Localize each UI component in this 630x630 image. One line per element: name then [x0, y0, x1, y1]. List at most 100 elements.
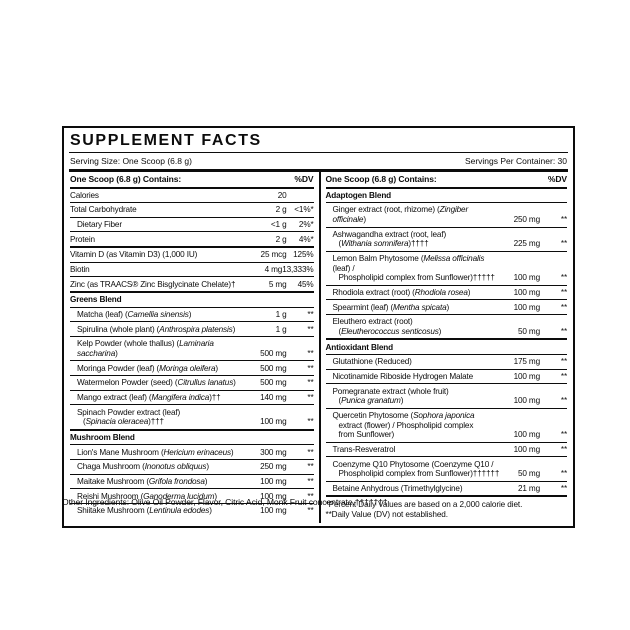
other-ingredients-line: Other Ingredients: Olive Oil Powder, Fla…	[62, 497, 388, 507]
ingredient-dv: **	[307, 476, 314, 486]
ingredient-amount: 2 g	[275, 205, 287, 215]
ingredient-row: Maitake Mushroom (Grifola frondosa) 100 m…	[70, 473, 314, 489]
ingredient-row: Pomegranate extract (whole fruit) (Punica…	[325, 383, 567, 407]
ingredient-dv: **	[560, 371, 567, 381]
dv-header-label: %DV	[547, 174, 567, 184]
ingredient-row: Reishi Mushroom (Ganoderma lucidum) 100 m…	[70, 488, 314, 503]
section-title: Mushroom Blend	[70, 432, 135, 442]
column-header-row: One Scoop (6.8 g) Contains: %DV	[325, 172, 567, 189]
ingredient-row: Ashwagandha extract (root, leaf) (Withani…	[325, 226, 567, 251]
ingredient-amount: 100 mg	[513, 444, 541, 454]
ingredient-name: Pomegranate extract (whole fruit) (Punica…	[332, 386, 449, 406]
ingredient-row: Quercetin Phytosome (Sophora japonica ext…	[325, 407, 567, 442]
ingredient-amount: 100 mg	[513, 273, 541, 283]
ingredient-amount: 100 mg	[513, 430, 541, 440]
facts-column-left: One Scoop (6.8 g) Contains: %DV Calories 20…	[69, 172, 319, 523]
ingredient-amount: 100 mg	[260, 506, 287, 516]
ingredient-name: Trans-Resveratrol	[332, 444, 396, 454]
ingredient-dv: **	[560, 239, 567, 249]
ingredient-row: Betaine Anhydrous (Trimethylglycine) 21 m…	[325, 480, 567, 496]
ingredient-amount: 100 mg	[260, 476, 287, 486]
ingredient-dv: **	[560, 302, 567, 312]
ingredient-name: Moringa Powder (leaf) (Moringa oleifera)	[77, 363, 218, 373]
ingredient-amount: 2 g	[275, 234, 287, 244]
ingredient-dv: **	[307, 309, 314, 319]
ingredient-dv: **	[307, 491, 314, 501]
ingredient-amount: 250 mg	[513, 215, 541, 225]
ingredient-dv: **	[307, 363, 314, 373]
ingredient-name: Rhodiola extract (root) (Rhodiola rosea)	[332, 288, 471, 298]
ingredient-row: Moringa Powder (leaf) (Moringa oleifera)…	[70, 360, 314, 375]
blend-section-header: Antioxidant Blend	[325, 338, 567, 354]
ingredient-name: Ashwagandha extract (root, leaf) (Withani…	[332, 229, 447, 249]
ingredient-row: Mango extract (leaf) (Mangifera indica)†…	[70, 389, 314, 405]
ingredient-amount: 100 mg	[513, 371, 541, 381]
ingredient-dv: **	[560, 215, 567, 225]
ingredient-name: Lemon Balm Phytosome (Melissa officinali…	[332, 254, 495, 283]
ingredient-name: Protein	[70, 234, 95, 244]
ingredient-row: Nicotinamide Riboside Hydrogen Malate 100…	[325, 368, 567, 384]
dv-header-label: %DV	[294, 174, 314, 184]
serving-size: Serving Size: One Scoop (6.8 g)	[70, 155, 192, 166]
blend-section-header: Adaptogen Blend	[326, 189, 568, 203]
ingredient-amount: 250 mg	[260, 462, 287, 472]
ingredient-name: Total Carbohydrate	[70, 205, 137, 215]
ingredient-dv: **	[560, 357, 567, 367]
section-title: Adaptogen Blend	[325, 190, 392, 200]
ingredient-dv: 125%	[293, 250, 314, 260]
ingredient-row: Trans-Resveratrol 100 mg **	[325, 441, 567, 457]
blend-section-header: Mushroom Blend	[70, 428, 314, 445]
ingredient-row: Calories 20	[70, 189, 314, 203]
ingredient-dv: **	[560, 469, 567, 479]
panel-title: SUPPLEMENT FACTS	[69, 130, 568, 153]
ingredient-amount: 100 mg	[513, 302, 541, 312]
ingredient-name: Ginger extract (root, rhizome) (Zingiber…	[332, 205, 469, 225]
ingredient-name: Mango extract (leaf) (Mangifera indica)†…	[77, 392, 221, 402]
ingredient-row: Protein 2 g 4%*	[70, 231, 314, 246]
ingredient-row: Spearmint (leaf) (Mentha spicata) 100 mg *…	[325, 299, 567, 314]
ingredient-name: Calories	[70, 190, 99, 200]
ingredient-dv: **	[560, 396, 567, 406]
ingredient-dv: 13,333%	[282, 264, 314, 274]
ingredient-name: Chaga Mushroom (Inonotus obliquus)	[77, 462, 209, 472]
ingredient-amount: <1 g	[270, 220, 287, 230]
ingredient-name: Reishi Mushroom (Ganoderma lucidum)	[77, 491, 217, 501]
ingredient-dv: 2%*	[298, 220, 314, 230]
ingredient-amount: 225 mg	[513, 239, 541, 249]
ingredient-row: Dietary Fiber <1 g 2%*	[70, 216, 314, 232]
ingredient-amount: 4 mg	[264, 264, 283, 274]
serving-info-row: Serving Size: One Scoop (6.8 g) Servings…	[69, 153, 568, 172]
ingredient-amount: 100 mg	[260, 417, 287, 427]
ingredient-dv: <1%*	[294, 205, 314, 215]
ingredient-dv: **	[560, 327, 567, 336]
ingredient-amount: 500 mg	[260, 363, 287, 373]
ingredient-dv: **	[560, 483, 567, 493]
ingredient-dv: 45%	[297, 279, 314, 289]
ingredient-amount: 5 mg	[268, 279, 287, 289]
ingredient-row: Ginger extract (root, rhizome) (Zingiber…	[325, 202, 567, 226]
ingredient-amount: 25 mcg	[260, 250, 287, 260]
ingredient-name: Kelp Powder (whole thallus) (Laminaria s…	[77, 339, 214, 358]
ingredient-row: Biotin 4 mg 13,333%	[70, 261, 314, 277]
ingredient-name: Spirulina (whole plant) (Anthrospira pla…	[77, 324, 236, 334]
ingredient-amount: 100 mg	[260, 491, 287, 501]
supplement-facts-panel: SUPPLEMENT FACTS Serving Size: One Scoop…	[62, 126, 575, 528]
ingredient-name: Lion's Mane Mushroom (Hericium erinaceus…	[77, 447, 234, 457]
ingredient-row: Spirulina (whole plant) (Anthrospira pla…	[70, 321, 314, 336]
ingredient-amount: 20	[277, 190, 287, 200]
section-title: Greens Blend	[70, 295, 122, 305]
ingredient-row: Rhodiola extract (root) (Rhodiola rosea)…	[325, 284, 567, 300]
ingredient-dv: **	[560, 288, 567, 298]
facts-columns: One Scoop (6.8 g) Contains: %DV Calories 20…	[69, 171, 568, 523]
ingredient-row: Spinach Powder extract (leaf) (Spinacia o…	[70, 404, 314, 428]
ingredient-name: Spinach Powder extract (leaf) (Spinacia o…	[77, 407, 181, 427]
ingredient-dv: **	[307, 348, 314, 358]
ingredient-amount: 1 g	[275, 324, 287, 334]
ingredient-dv: **	[307, 462, 314, 472]
blend-section-header: Greens Blend	[70, 291, 314, 307]
ingredient-name: Nicotinamide Riboside Hydrogen Malate	[332, 371, 474, 381]
ingredient-name: Dietary Fiber	[77, 220, 122, 230]
ingredient-name: Eleuthero extract (root) (Eleutherococcus…	[332, 317, 442, 336]
ingredient-amount: 300 mg	[260, 447, 287, 457]
ingredient-row: Vitamin D (as Vitamin D3) (1,000 IU) 25 m…	[70, 246, 314, 262]
